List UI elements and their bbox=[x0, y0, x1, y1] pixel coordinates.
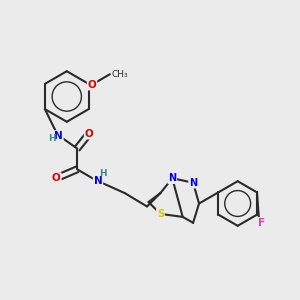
Text: H: H bbox=[48, 134, 56, 142]
Text: S: S bbox=[157, 209, 164, 219]
Text: O: O bbox=[88, 80, 96, 90]
Text: O: O bbox=[52, 173, 61, 183]
Text: N: N bbox=[168, 173, 176, 183]
Text: F: F bbox=[258, 218, 265, 228]
Text: O: O bbox=[85, 129, 93, 139]
Text: N: N bbox=[189, 178, 197, 188]
Text: N: N bbox=[94, 176, 102, 186]
Text: CH₃: CH₃ bbox=[111, 70, 128, 79]
Text: N: N bbox=[54, 131, 63, 141]
Text: H: H bbox=[100, 169, 107, 178]
